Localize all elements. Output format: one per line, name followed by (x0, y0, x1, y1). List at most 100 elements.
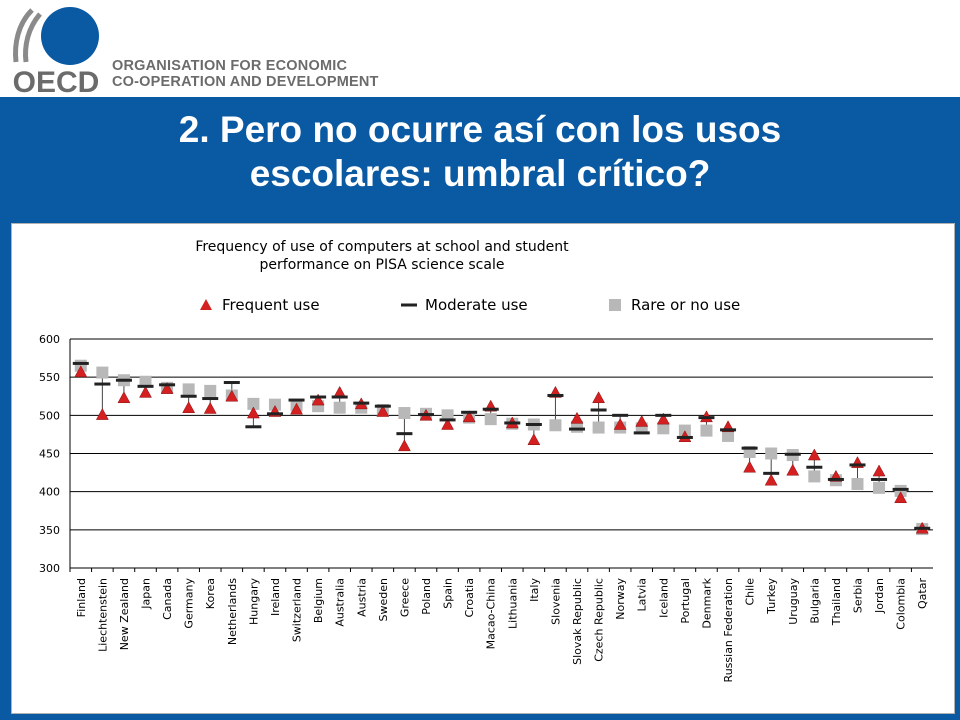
moderate-use-point (569, 427, 586, 431)
x-tick-label-portugal: Portugal (679, 578, 692, 624)
x-tick-label-korea: Korea (204, 578, 217, 609)
x-tick-label-italy: Italy (528, 578, 541, 602)
data-marks (72, 359, 931, 536)
x-tick-label-hungary: Hungary (247, 578, 260, 625)
gridlines (70, 338, 933, 569)
moderate-use-point (137, 384, 154, 388)
x-tick-label-macao-china: Macao-China (485, 578, 498, 649)
moderate-use-point (202, 397, 219, 401)
moderate-use-point (310, 395, 327, 399)
chart-title-line2: performance on PISA science scale (260, 257, 505, 273)
chart-panel (11, 223, 955, 714)
x-tick-label-jordan: Jordan (873, 578, 886, 614)
x-tick-label-qatar: Qatar (916, 578, 929, 609)
moderate-use-point (763, 471, 780, 475)
moderate-use-point (417, 413, 434, 417)
moderate-use-point (331, 395, 348, 399)
moderate-use-point (461, 410, 478, 414)
moderate-use-point (784, 452, 801, 456)
rare-use-point (700, 424, 713, 437)
rare-use-point (657, 422, 670, 435)
moderate-use-point (439, 418, 456, 422)
x-tick-label-japan: Japan (140, 578, 153, 610)
y-tick-label-400: 400 (39, 486, 60, 499)
slide-title-line2: escolares: umbral crítico? (249, 153, 711, 194)
frequent-use-point (139, 385, 152, 398)
y-tick-label-450: 450 (39, 448, 60, 461)
x-tick-label-new-zealand: New Zealand (118, 578, 131, 650)
rare-use-point (268, 398, 281, 411)
x-tick-label-slovak-republic: Slovak Republic (571, 578, 584, 665)
svg-text:OECD: OECD (13, 66, 100, 94)
x-tick-label-liechtenstein: Liechtenstein (96, 578, 109, 652)
moderate-use-point (612, 413, 629, 417)
x-tick-label-russian-federation: Russian Federation (722, 578, 735, 682)
rare-use-point (484, 413, 497, 426)
y-axis: 300 350 400 450 500 550 600 (39, 333, 71, 575)
moderate-use-point (720, 428, 737, 432)
rare-use-point (722, 429, 735, 442)
x-axis: Finland Liechtenstein New Zealand Japan Cana… (69, 567, 933, 682)
frequent-use-point (311, 393, 325, 406)
frequent-use-point (397, 439, 411, 452)
x-tick-label-lithuania: Lithuania (506, 578, 519, 629)
moderate-use-point (115, 378, 132, 382)
x-tick-label-croatia: Croatia (463, 578, 476, 618)
x-tick-label-canada: Canada (161, 578, 174, 620)
frequent-use-point (203, 401, 217, 414)
x-tick-label-denmark: Denmark (700, 577, 713, 628)
y-tick-label-350: 350 (39, 524, 60, 537)
organisation-name: ORGANISATION FOR ECONOMIC CO-OPERATION A… (112, 58, 379, 90)
rare-use-point (549, 419, 562, 432)
moderate-use-point (288, 398, 305, 402)
header-area (0, 0, 960, 97)
x-tick-label-austria: Austria (355, 578, 368, 617)
x-tick-label-uruguay: Uruguay (787, 578, 800, 625)
x-tick-label-iceland: Iceland (657, 578, 670, 618)
x-tick-label-australia: Australia (334, 578, 347, 627)
moderate-use-point (482, 407, 499, 411)
legend-moderate-label: Moderate use (425, 296, 528, 314)
moderate-use-point (871, 477, 888, 481)
rare-use-point (441, 409, 454, 422)
y-tick-label-600: 600 (39, 333, 60, 346)
oecd-logo: OECD (13, 7, 100, 94)
chart-legend: Frequent use Moderate use Rare or no use (200, 296, 740, 314)
moderate-use-point (849, 463, 866, 467)
x-tick-label-finland: Finland (75, 578, 88, 617)
frequent-use-point (656, 412, 670, 425)
x-tick-label-germany: Germany (183, 578, 196, 629)
frequent-use-point (225, 389, 239, 402)
moderate-use-point (504, 421, 521, 425)
slide-title-line1: 2. Pero no ocurre así con los usos (178, 109, 782, 150)
legend-rare-label: Rare or no use (631, 296, 740, 314)
legend-rare-marker (609, 299, 621, 311)
moderate-use-point (159, 383, 176, 387)
frequent-use-point (570, 411, 584, 424)
frequent-use-point (635, 414, 649, 427)
x-tick-label-latvia: Latvia (636, 578, 649, 612)
moderate-use-point (374, 404, 391, 408)
moderate-use-point (525, 422, 542, 426)
frequent-use-point (592, 391, 606, 404)
rare-use-point (398, 407, 411, 420)
rare-use-point (873, 481, 886, 494)
x-tick-label-belgium: Belgium (312, 578, 325, 623)
x-tick-label-poland: Poland (420, 578, 433, 615)
rare-use-point (765, 447, 778, 460)
rare-use-point (139, 375, 152, 388)
moderate-use-point (827, 477, 844, 481)
x-tick-label-czech-republic: Czech Republic (593, 578, 606, 662)
frequent-use-point (376, 404, 390, 417)
organisation-name-line1: ORGANISATION FOR ECONOMIC (112, 58, 348, 74)
x-tick-label-ireland: Ireland (269, 578, 282, 616)
frequent-use-point (743, 460, 757, 473)
x-tick-label-bulgaria: Bulgaria (808, 578, 821, 624)
moderate-use-point (353, 401, 370, 405)
frequent-use-point (117, 391, 131, 404)
chart-title-line1: Frequency of use of computers at school … (195, 239, 569, 255)
organisation-name-line2: CO-OPERATION AND DEVELOPMENT (112, 74, 379, 90)
rare-use-point (808, 470, 821, 483)
moderate-use-point (741, 446, 758, 450)
x-tick-label-greece: Greece (398, 578, 411, 617)
